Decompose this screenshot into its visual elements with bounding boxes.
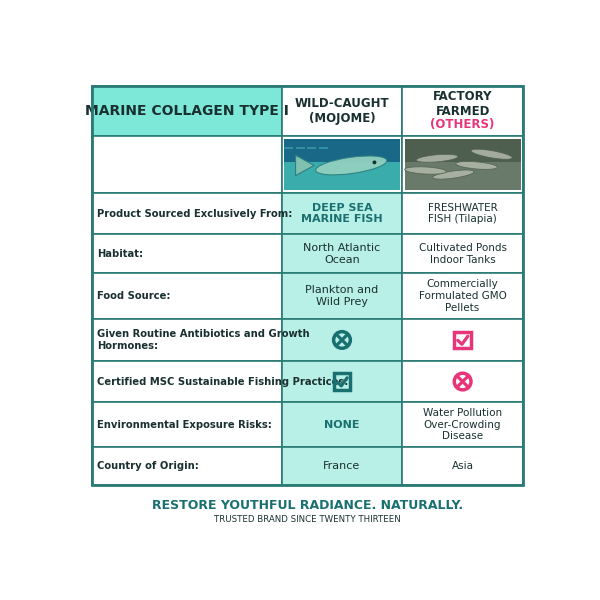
Text: Environmental Exposure Risks:: Environmental Exposure Risks: <box>97 419 272 430</box>
Text: Food Source:: Food Source: <box>97 291 171 301</box>
Bar <box>281 319 402 361</box>
Ellipse shape <box>471 149 512 159</box>
Bar <box>281 403 402 447</box>
Bar <box>404 139 521 190</box>
Text: Water Pollution
Over-Crowding
Disease: Water Pollution Over-Crowding Disease <box>423 408 502 441</box>
Bar <box>402 235 523 273</box>
Text: TRUSTED BRAND SINCE TWENTY THIRTEEN: TRUSTED BRAND SINCE TWENTY THIRTEEN <box>214 515 401 524</box>
Bar <box>281 235 402 273</box>
Bar <box>92 361 281 403</box>
Circle shape <box>373 160 376 164</box>
Bar <box>281 86 402 136</box>
Text: Product Sourced Exclusively From:: Product Sourced Exclusively From: <box>97 209 293 218</box>
Text: Asia: Asia <box>452 461 473 471</box>
Text: (OTHERS): (OTHERS) <box>430 118 495 131</box>
Bar <box>92 86 281 136</box>
Bar <box>284 146 293 149</box>
Ellipse shape <box>456 161 497 169</box>
Text: RESTORE YOUTHFUL RADIANCE. NATURALLY.: RESTORE YOUTHFUL RADIANCE. NATURALLY. <box>152 499 463 512</box>
Bar <box>402 136 523 193</box>
Text: FACTORY
FARMED: FACTORY FARMED <box>433 90 493 118</box>
Text: DEEP SEA
MARINE FISH: DEEP SEA MARINE FISH <box>301 203 383 224</box>
Bar <box>404 139 521 162</box>
Bar <box>307 146 316 149</box>
Text: MARINE COLLAGEN TYPE I: MARINE COLLAGEN TYPE I <box>85 104 289 118</box>
Bar <box>92 447 281 485</box>
Bar <box>402 447 523 485</box>
Bar <box>281 361 402 403</box>
Text: Country of Origin:: Country of Origin: <box>97 461 199 471</box>
Bar <box>402 273 523 319</box>
Text: North Atlantic
Ocean: North Atlantic Ocean <box>304 243 380 265</box>
Ellipse shape <box>433 170 474 179</box>
Ellipse shape <box>416 154 458 162</box>
Ellipse shape <box>316 156 387 175</box>
Text: Cultivated Ponds
Indoor Tanks: Cultivated Ponds Indoor Tanks <box>419 243 506 265</box>
Ellipse shape <box>404 167 446 174</box>
Text: Given Routine Antibiotics and Growth
Hormones:: Given Routine Antibiotics and Growth Hor… <box>97 329 310 351</box>
Text: France: France <box>323 461 361 471</box>
Bar <box>92 235 281 273</box>
Text: FRESHWATER
FISH (Tilapia): FRESHWATER FISH (Tilapia) <box>428 203 497 224</box>
Text: WILD-CAUGHT
(MOJOME): WILD-CAUGHT (MOJOME) <box>295 97 389 125</box>
Bar <box>402 319 523 361</box>
Bar <box>281 193 402 235</box>
Text: NONE: NONE <box>324 419 360 430</box>
Bar <box>402 361 523 403</box>
Text: Certified MSC Sustainable Fishing Practices:: Certified MSC Sustainable Fishing Practi… <box>97 377 349 386</box>
Bar <box>92 136 281 193</box>
Bar <box>284 162 400 190</box>
Bar <box>319 146 328 149</box>
Bar <box>92 273 281 319</box>
Text: Plankton and
Wild Prey: Plankton and Wild Prey <box>305 285 379 307</box>
Polygon shape <box>296 155 314 176</box>
Bar <box>402 193 523 235</box>
Bar <box>281 273 402 319</box>
Bar <box>334 373 350 390</box>
Bar <box>281 447 402 485</box>
Text: Habitat:: Habitat: <box>97 249 143 259</box>
Bar <box>92 403 281 447</box>
Bar <box>92 193 281 235</box>
Bar <box>296 146 305 149</box>
Bar <box>402 86 523 136</box>
Bar <box>92 86 523 485</box>
Bar <box>281 136 402 193</box>
Bar <box>402 403 523 447</box>
Bar <box>284 139 400 164</box>
Bar <box>454 332 471 348</box>
Text: Commercially
Formulated GMO
Pellets: Commercially Formulated GMO Pellets <box>419 280 506 313</box>
Bar <box>92 319 281 361</box>
